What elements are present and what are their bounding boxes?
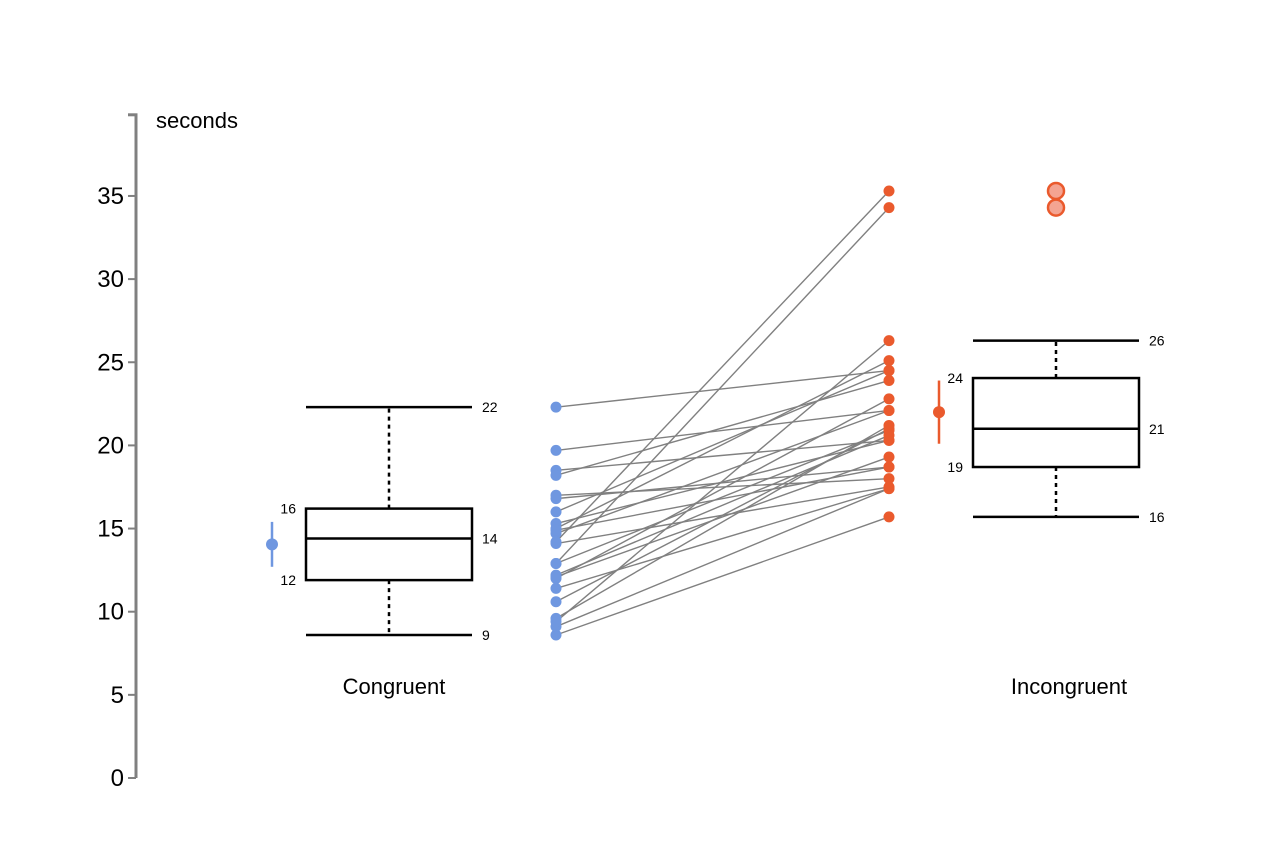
pair-line-13 [555, 428, 890, 603]
y-axis: 0 5 10 15 20 25 30 35 [97, 113, 138, 792]
congruent-point-12 [550, 536, 562, 548]
pair-line-7 [555, 398, 890, 580]
congruent-point-22 [550, 469, 562, 481]
incongruent-point-12 [883, 185, 895, 197]
congruent-point-3 [550, 629, 562, 641]
incongruent-boxplot: 26 16 21 24 19 Incongruent [933, 181, 1165, 699]
pair-line-1 [555, 466, 890, 500]
congruent-point-6 [550, 557, 562, 569]
congruent-boxplot: 22 9 14 16 12 Congruent [266, 399, 498, 699]
pair-line-3 [555, 516, 890, 636]
incongruent-point-6 [883, 202, 895, 214]
y-tick-label-30: 30 [97, 266, 124, 293]
y-tick-label-5: 5 [111, 682, 124, 709]
pair-line-19 [555, 434, 890, 576]
incongruent-point-3 [883, 511, 895, 523]
congruent-q3-label: 16 [280, 501, 296, 517]
pair-line-6 [555, 207, 890, 564]
pair-line-14 [555, 439, 890, 472]
pair-lines [555, 190, 890, 636]
pair-line-17 [555, 369, 890, 408]
incongruent-point-21 [883, 483, 895, 495]
y-tick-label-25: 25 [97, 349, 124, 376]
congruent-point-9 [550, 506, 562, 518]
y-axis-title: seconds [156, 108, 238, 133]
congruent-point-21 [550, 582, 562, 594]
pair-line-20 [555, 487, 890, 628]
incongruent-mean-point [933, 406, 945, 419]
congruent-point-13 [550, 596, 562, 608]
pair-line-21 [555, 487, 890, 590]
incongruent-point-22 [883, 375, 895, 387]
incongruent-q3-label: 24 [947, 370, 963, 386]
pair-line-10 [555, 359, 890, 530]
congruent-point-19 [550, 569, 562, 581]
pair-line-22 [555, 379, 890, 477]
pair-line-15 [555, 477, 890, 496]
y-tick-label-0: 0 [111, 765, 124, 792]
incongruent-point-18 [883, 461, 895, 473]
box-plots: 22 9 14 16 12 Congruent 26 16 21 24 19 Incongruent [266, 181, 1165, 699]
congruent-mean-point [266, 538, 278, 551]
incongruent-point-10 [883, 355, 895, 367]
congruent-group-label: Congruent [343, 674, 446, 699]
congruent-q1-label: 12 [280, 572, 296, 588]
incongruent-q1-label: 19 [947, 459, 963, 475]
incongruent-point-23 [883, 335, 895, 347]
incongruent-point-19 [883, 429, 895, 441]
pair-line-5 [555, 429, 890, 565]
congruent-whisker-low-label: 9 [482, 627, 490, 643]
incongruent-group-label: Incongruent [1011, 674, 1127, 699]
congruent-point-16 [550, 444, 562, 456]
pair-line-18 [555, 466, 890, 531]
pair-line-12 [555, 190, 890, 543]
incongruent-point-17 [883, 365, 895, 377]
congruent-point-18 [550, 524, 562, 536]
congruent-point-17 [550, 401, 562, 413]
incongruent-outlier-1 [1046, 198, 1066, 217]
y-tick-label-10: 10 [97, 599, 124, 626]
incongruent-point-16 [883, 404, 895, 416]
y-tick-label-15: 15 [97, 516, 124, 543]
incongruent-point-15 [883, 473, 895, 485]
incongruent-point-7 [883, 393, 895, 405]
incongruent-point-0 [883, 451, 895, 463]
congruent-box [304, 507, 474, 582]
incongruent-whisker-high-label: 26 [1149, 333, 1165, 349]
pair-line-9 [555, 369, 890, 513]
incongruent-median-label: 21 [1149, 421, 1165, 437]
congruent-median-label: 14 [482, 531, 498, 547]
incongruent-whisker-low-label: 16 [1149, 509, 1165, 525]
y-tick-label-20: 20 [97, 432, 124, 459]
incongruent-outlier-0 [1046, 181, 1066, 201]
pair-line-16 [555, 409, 890, 452]
data-points [550, 185, 895, 641]
incongruent-box [971, 376, 1141, 469]
y-tick-label-35: 35 [97, 183, 124, 210]
pair-line-0 [555, 456, 890, 578]
congruent-point-15 [550, 489, 562, 501]
pair-line-4 [555, 409, 890, 535]
pair-line-23 [555, 340, 890, 623]
congruent-whisker-high-label: 22 [482, 399, 498, 415]
congruent-point-23 [550, 616, 562, 628]
